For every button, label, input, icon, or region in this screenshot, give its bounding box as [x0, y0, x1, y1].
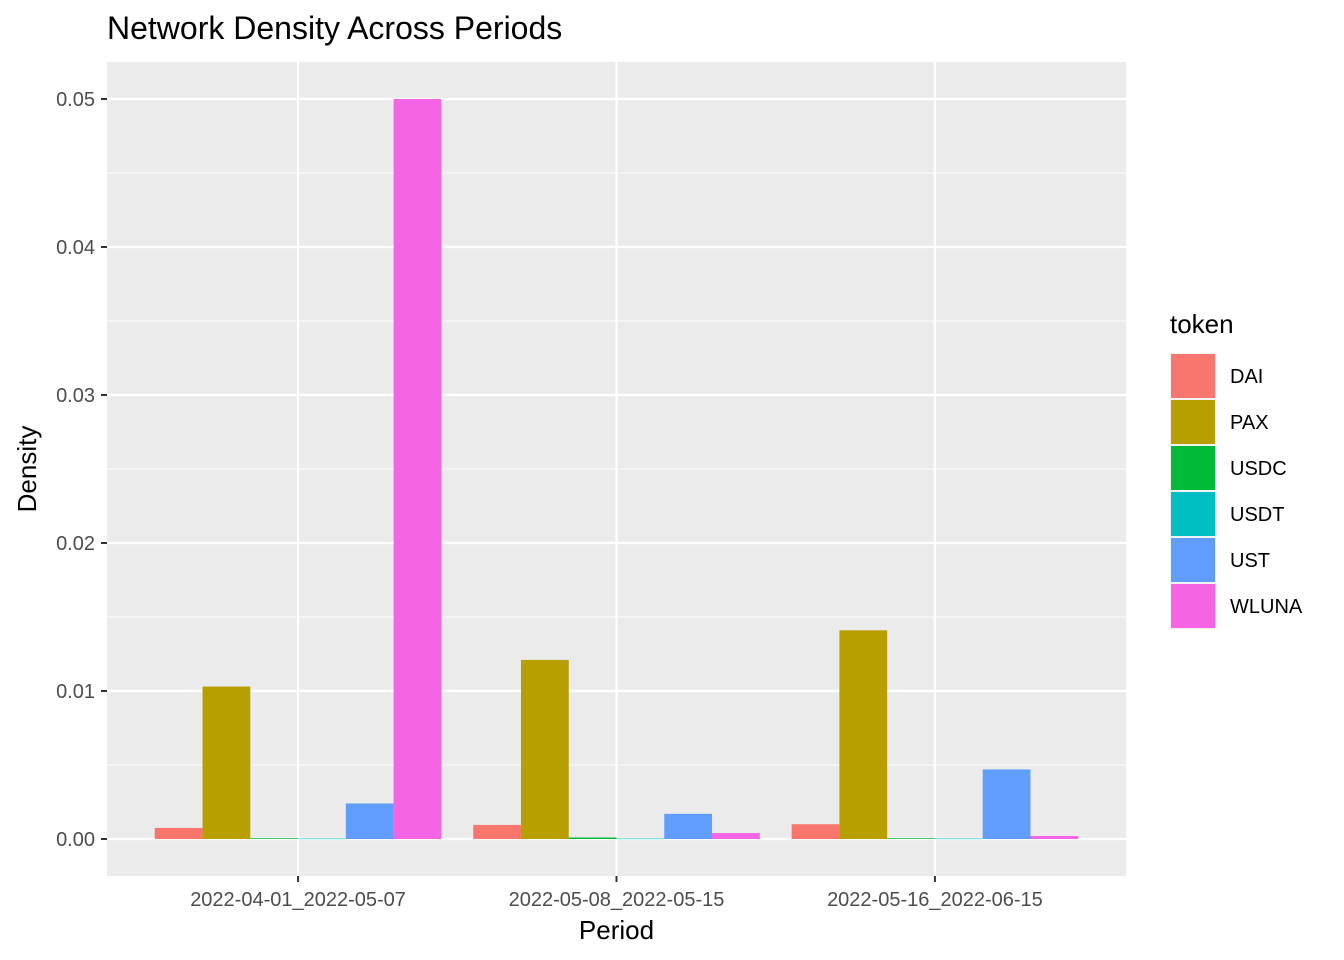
legend-key-usdt	[1171, 492, 1215, 536]
legend-key-dai	[1171, 354, 1215, 398]
bar-wluna	[1030, 836, 1079, 839]
bar-ust	[345, 803, 394, 839]
x-axis: 2022-04-01_2022-05-07 2022-05-08_2022-05-…	[190, 876, 1043, 911]
y-axis: 0.00 0.01 0.02 0.03 0.04 0.05	[56, 89, 107, 851]
legend-key-pax	[1171, 400, 1215, 444]
bar-usdt	[934, 838, 983, 840]
chart-title: Network Density Across Periods	[107, 10, 562, 46]
legend-title: token	[1170, 309, 1234, 339]
y-tick-label: 0.01	[56, 681, 95, 703]
legend-label-usdt: USDT	[1230, 504, 1284, 526]
legend-label-usdc: USDC	[1230, 458, 1287, 480]
x-tick-label: 2022-05-08_2022-05-15	[509, 889, 725, 911]
y-tick-label: 0.00	[56, 829, 95, 851]
bar-ust	[664, 813, 713, 839]
bar-pax	[520, 659, 569, 839]
x-axis-title: Period	[579, 915, 654, 945]
legend-label-ust: UST	[1230, 550, 1270, 572]
bar-dai	[791, 824, 840, 839]
x-tick-label: 2022-05-16_2022-06-15	[827, 889, 1043, 911]
bar-wluna	[393, 99, 442, 839]
bar-dai	[154, 827, 203, 839]
bar-pax	[839, 630, 888, 839]
y-tick-label: 0.05	[56, 89, 95, 111]
legend-label-dai: DAI	[1230, 366, 1263, 388]
bar-dai	[473, 824, 521, 839]
legend-label-pax: PAX	[1230, 412, 1269, 434]
bar-usdt	[616, 838, 665, 840]
major-gridlines	[107, 62, 1126, 876]
bar-wluna	[712, 833, 760, 839]
bar-ust	[982, 769, 1031, 839]
bar-usdt	[298, 838, 346, 840]
bar-usdc	[250, 838, 299, 839]
legend-items: DAI PAX USDC USDT UST WLUNA	[1170, 353, 1303, 629]
y-tick-label: 0.03	[56, 385, 95, 407]
x-tick-label: 2022-04-01_2022-05-07	[190, 889, 406, 911]
bar-pax	[202, 686, 251, 839]
bar-usdc	[568, 837, 617, 839]
y-tick-label: 0.04	[56, 237, 95, 259]
legend-key-usdc	[1171, 446, 1215, 490]
y-tick-label: 0.02	[56, 533, 95, 555]
bar-usdc	[887, 838, 935, 839]
legend-label-wluna: WLUNA	[1230, 596, 1303, 618]
bars	[154, 99, 1079, 840]
legend-key-ust	[1171, 538, 1215, 582]
y-axis-title: Density	[12, 426, 42, 513]
legend-key-wluna	[1171, 584, 1215, 628]
legend: token DAI PAX USDC USDT UST WLUNA	[1170, 309, 1303, 629]
